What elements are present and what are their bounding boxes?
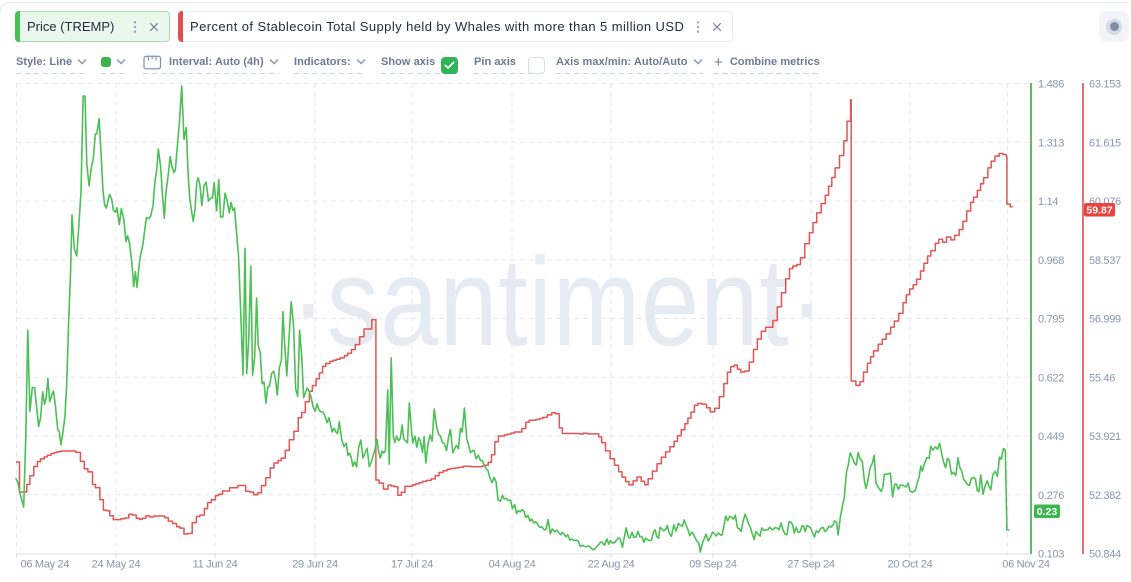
svg-text:50.844: 50.844 xyxy=(1089,549,1121,561)
svg-text:06 May 24: 06 May 24 xyxy=(21,559,70,571)
svg-text:17 Jul 24: 17 Jul 24 xyxy=(391,559,433,571)
svg-text:0.449: 0.449 xyxy=(1038,431,1064,443)
svg-text:11 Jun 24: 11 Jun 24 xyxy=(193,559,238,571)
svg-text:58.537: 58.537 xyxy=(1089,255,1121,267)
svg-text:0.968: 0.968 xyxy=(1038,255,1064,267)
svg-text:09 Sep 24: 09 Sep 24 xyxy=(689,559,737,571)
svg-text:04 Aug 24: 04 Aug 24 xyxy=(489,559,536,571)
svg-text:52.382: 52.382 xyxy=(1089,490,1121,502)
svg-text:06 Nov 24: 06 Nov 24 xyxy=(1002,559,1050,571)
svg-text:1.486: 1.486 xyxy=(1038,79,1064,91)
svg-text:1.313: 1.313 xyxy=(1038,137,1064,149)
svg-text:24 May 24: 24 May 24 xyxy=(92,559,141,571)
svg-text:22 Aug 24: 22 Aug 24 xyxy=(588,559,635,571)
svg-text:55.46: 55.46 xyxy=(1089,372,1115,384)
svg-text:29 Jun 24: 29 Jun 24 xyxy=(292,559,338,571)
svg-text:0.103: 0.103 xyxy=(1038,549,1064,561)
svg-text:56.999: 56.999 xyxy=(1089,314,1121,326)
svg-text:20 Oct 24: 20 Oct 24 xyxy=(888,559,933,571)
svg-text:·santiment·: ·santiment· xyxy=(291,233,825,372)
svg-text:61.615: 61.615 xyxy=(1089,137,1121,149)
svg-text:27 Sep 24: 27 Sep 24 xyxy=(787,559,835,571)
svg-text:59.87: 59.87 xyxy=(1086,205,1112,217)
svg-text:53.921: 53.921 xyxy=(1089,431,1121,443)
svg-text:0.795: 0.795 xyxy=(1038,314,1064,326)
svg-text:0.622: 0.622 xyxy=(1038,372,1064,384)
svg-text:0.23: 0.23 xyxy=(1037,506,1058,518)
svg-text:63.153: 63.153 xyxy=(1089,79,1121,91)
svg-text:0.276: 0.276 xyxy=(1038,490,1064,502)
svg-text:1.14: 1.14 xyxy=(1038,196,1058,208)
